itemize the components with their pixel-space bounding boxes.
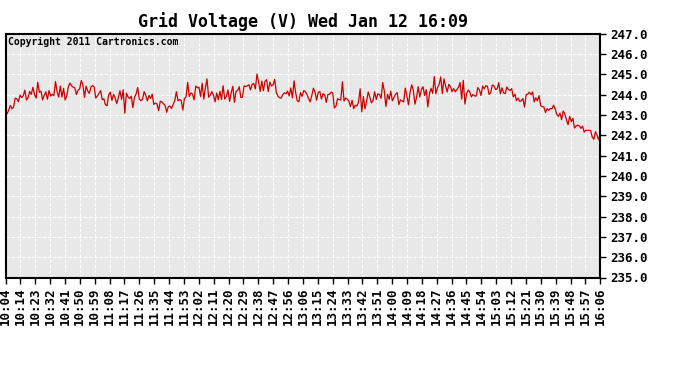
Text: Copyright 2011 Cartronics.com: Copyright 2011 Cartronics.com [8,38,179,48]
Title: Grid Voltage (V) Wed Jan 12 16:09: Grid Voltage (V) Wed Jan 12 16:09 [138,12,468,31]
